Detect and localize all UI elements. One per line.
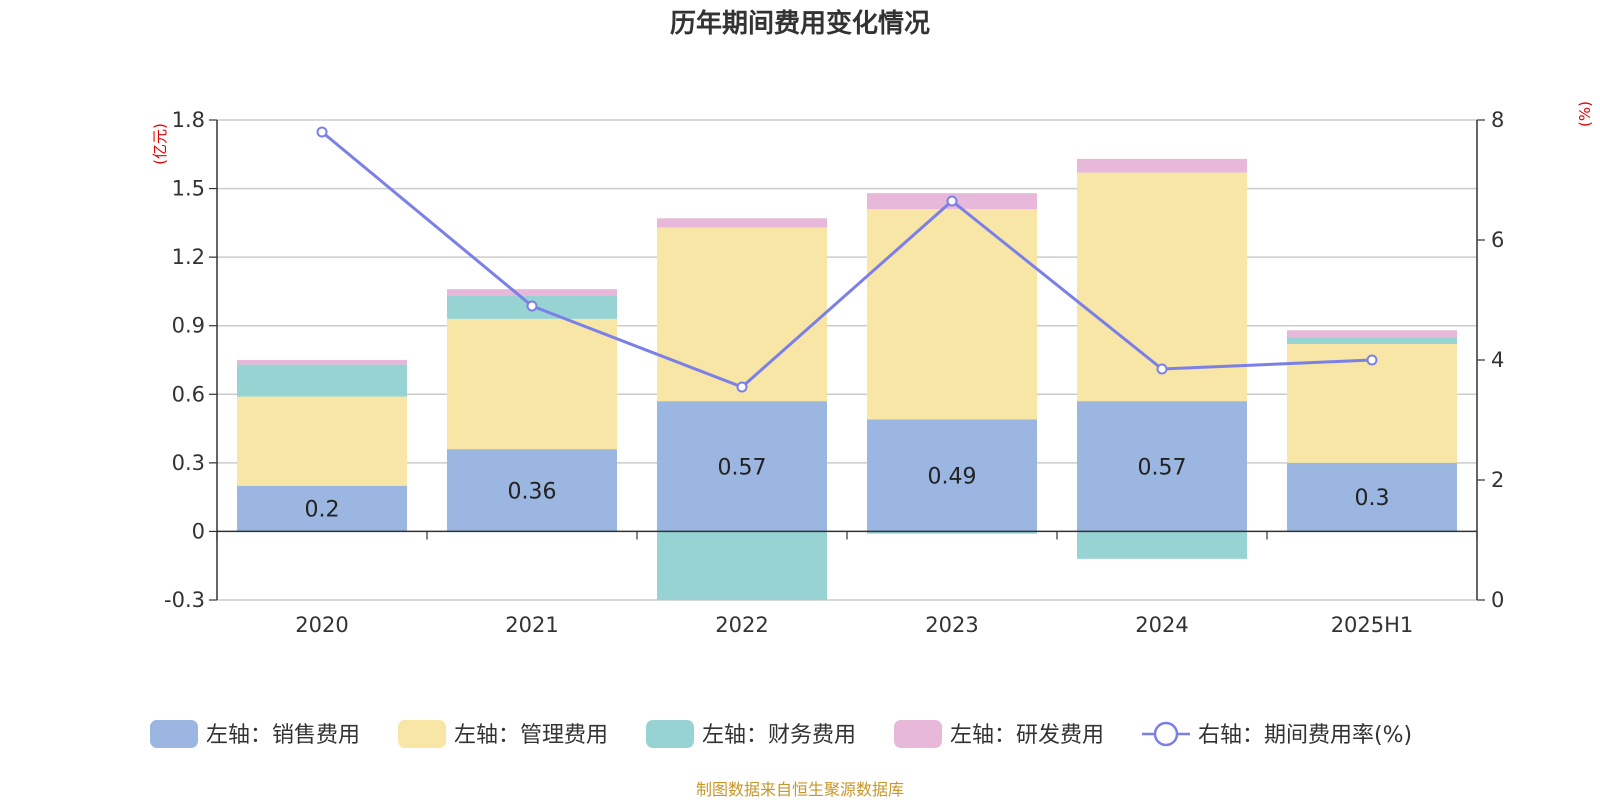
bar-segment (867, 531, 1037, 534)
bar-segment (447, 318, 617, 450)
bar-segment (657, 531, 827, 600)
x-tick-label: 2020 (295, 613, 348, 637)
legend-label: 左轴：销售费用 (206, 723, 360, 748)
legend-label: 左轴：财务费用 (702, 723, 856, 748)
legend-swatch (894, 720, 942, 748)
rate-point (946, 195, 958, 207)
left-tick-label: 1.2 (172, 245, 205, 269)
legend-label: 左轴：管理费用 (454, 723, 608, 748)
legend-circle-icon (1153, 721, 1179, 747)
left-tick-label: 1.8 (172, 108, 205, 132)
right-tick-label: 2 (1491, 468, 1504, 492)
left-axis-unit: (亿元) (151, 123, 169, 165)
chart-title: 历年期间费用变化情况 (670, 8, 930, 39)
right-tick-label: 0 (1491, 588, 1504, 612)
left-tick-label: 0.6 (172, 382, 205, 406)
left-tick-label: 1.5 (172, 177, 205, 201)
x-tick-label: 2023 (925, 613, 978, 637)
right-tick-label: 4 (1491, 348, 1504, 372)
gridlines (217, 119, 1477, 601)
bar-segment (657, 218, 827, 228)
bars (237, 158, 1457, 600)
rate-point (736, 381, 748, 393)
x-tick-label: 2024 (1135, 613, 1188, 637)
rate-point (1366, 354, 1378, 366)
bar-segment (867, 419, 1037, 532)
bar-segment (1077, 401, 1247, 532)
rate-point (316, 126, 328, 138)
left-tick-label: 0.3 (172, 451, 205, 475)
bar-segment (1287, 337, 1457, 344)
legend-swatch (646, 720, 694, 748)
legend: 左轴：销售费用 左轴：管理费用 左轴：财务费用 左轴：研发费用 右轴：期间费用率(%) (150, 720, 1412, 748)
bar-segment (447, 289, 617, 296)
left-tick-label: 0 (192, 519, 205, 543)
bar-value-label: 0.49 (928, 464, 977, 489)
x-tick-label: 2021 (505, 613, 558, 637)
bar-segment (237, 360, 407, 365)
ticks: -0.3 0 0.3 0.6 0.9 1.2 1.5 1.8 0 2 4 6 8 2020 2021 2022… (164, 108, 1504, 637)
legend-swatch (398, 720, 446, 748)
bar-segment (657, 227, 827, 402)
bar-segment (657, 401, 827, 532)
bar-segment (237, 485, 407, 532)
source-note: 制图数据来自恒生聚源数据库 (696, 780, 904, 799)
left-tick-label: -0.3 (164, 588, 205, 612)
bar-segment (237, 396, 407, 486)
bar-labels: 0.2 0.36 0.57 0.49 0.57 0.3 (305, 455, 1390, 522)
bar-segment (237, 364, 407, 397)
rate-point (526, 300, 538, 312)
right-tick-label: 8 (1491, 108, 1504, 132)
bar-segment (447, 449, 617, 532)
bar-value-label: 0.57 (1138, 455, 1187, 480)
bar-value-label: 0.3 (1355, 486, 1390, 511)
legend-label: 右轴：期间费用率(%) (1198, 723, 1412, 748)
bar-segment (1287, 462, 1457, 532)
x-tick-label: 2025H1 (1331, 613, 1414, 637)
bar-segment (1077, 158, 1247, 173)
rate-line-path (321, 130, 1373, 389)
bar-segment (1077, 531, 1247, 559)
right-tick-label: 6 (1491, 228, 1504, 252)
bar-value-label: 0.36 (508, 479, 557, 504)
bar-segment (1077, 172, 1247, 402)
right-axis-unit: (%) (1576, 101, 1594, 127)
bar-segment (1287, 330, 1457, 338)
bar-value-label: 0.2 (305, 498, 340, 523)
left-tick-label: 0.9 (172, 314, 205, 338)
legend-label: 左轴：研发费用 (950, 723, 1104, 748)
x-tick-label: 2022 (715, 613, 768, 637)
bar-segment (867, 209, 1037, 420)
rate-line (316, 126, 1378, 393)
rate-point (1156, 363, 1168, 375)
bar-value-label: 0.57 (718, 455, 767, 480)
legend-swatch (150, 720, 198, 748)
